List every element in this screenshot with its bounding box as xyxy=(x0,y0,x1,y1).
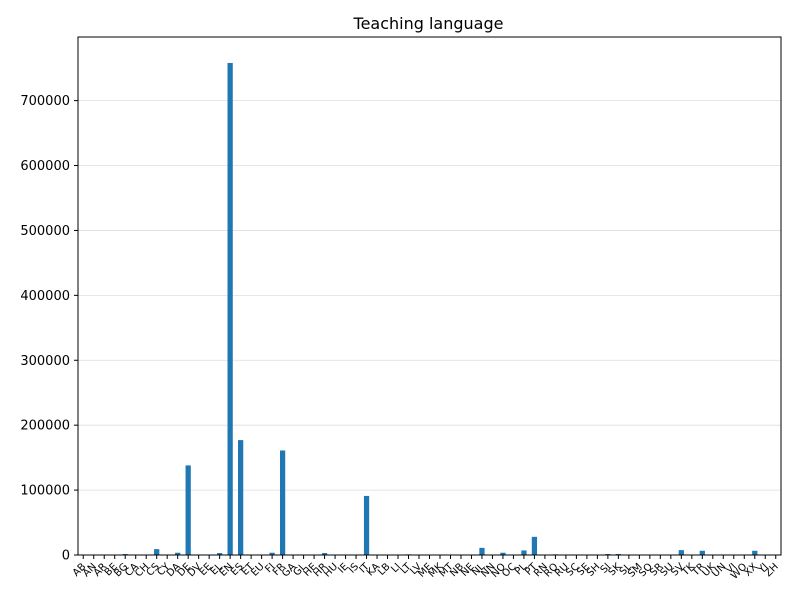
bar-fr xyxy=(279,450,286,555)
x-axis-ticks: ABANARBEBGCACHCSCYDADEDVEEELENESETEUFIFR… xyxy=(71,555,781,582)
bar-it xyxy=(363,495,370,555)
y-tick-label: 300000 xyxy=(20,354,70,369)
x-tick-label: EU xyxy=(249,561,266,578)
bar-el xyxy=(217,553,223,555)
y-tick-label: 0 xyxy=(62,549,70,564)
y-tick-label: 700000 xyxy=(20,94,70,109)
bar-hr xyxy=(321,553,328,555)
y-tick-label: 600000 xyxy=(20,159,70,174)
gridlines xyxy=(78,100,781,556)
chart-title: Teaching language xyxy=(353,14,504,33)
bar-fi xyxy=(269,552,275,555)
bar-tr xyxy=(699,550,705,555)
bar-es xyxy=(238,440,244,555)
bar-da xyxy=(175,552,181,555)
y-tick-label: 400000 xyxy=(20,289,70,304)
bar-pl xyxy=(521,550,527,555)
y-axis-ticks: 0 100000 200000 300000 400000 500000 600000 700… xyxy=(20,94,78,564)
bar-cs xyxy=(154,549,160,555)
bar-nl xyxy=(479,547,485,555)
plot-frame xyxy=(77,36,782,556)
bar-sv xyxy=(678,550,684,555)
bars xyxy=(122,62,758,556)
y-tick-label: 100000 xyxy=(20,484,70,499)
bar-en xyxy=(227,62,233,556)
bar-de xyxy=(185,465,191,555)
bar-xx xyxy=(752,550,758,555)
y-tick-label: 500000 xyxy=(20,224,70,239)
x-tick-label: ZH xyxy=(763,561,781,579)
bar-pt xyxy=(531,536,538,555)
y-tick-label: 200000 xyxy=(20,419,70,434)
bar-no xyxy=(500,552,506,555)
